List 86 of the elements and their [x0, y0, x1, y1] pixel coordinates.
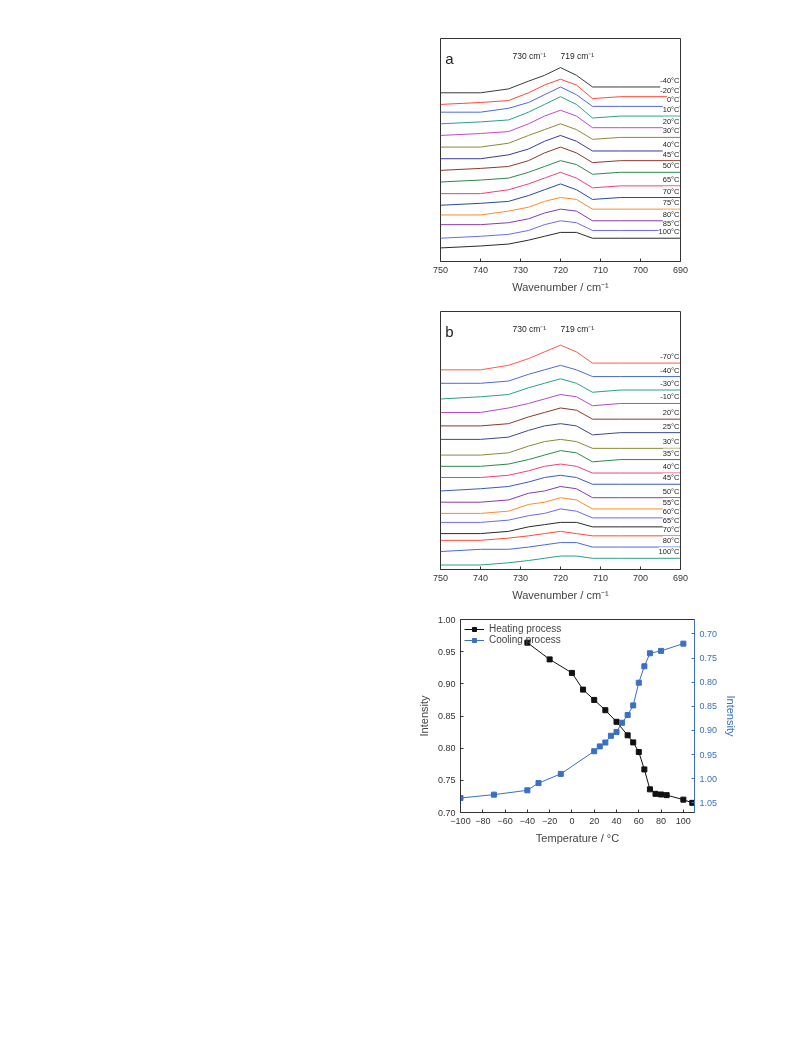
x-tick-label: 80 [656, 815, 667, 826]
x-tick-label: −40 [519, 815, 536, 826]
y-axis-title: Intensity [417, 695, 430, 737]
x-tick-label: 0 [569, 815, 575, 826]
x-tick-label: −100 [450, 815, 471, 826]
x-axis-title: Temperature / °C [535, 831, 620, 844]
point [613, 728, 620, 735]
point [596, 743, 603, 750]
point [652, 790, 659, 797]
x-tick-label: 700 [632, 572, 649, 583]
point [557, 770, 564, 777]
y2-tick-label: 0.75 [699, 653, 718, 664]
x-axis-title: Wavenumber / cm⁻¹ [512, 588, 610, 601]
point [689, 799, 695, 806]
x-tick-label: −60 [497, 815, 513, 826]
point [607, 732, 614, 739]
legend-label: Cooling process [489, 634, 561, 645]
point [635, 749, 642, 756]
y2-tick-label: 0.70 [699, 628, 718, 639]
y2-tick-label: 0.95 [699, 749, 718, 760]
point [602, 739, 609, 746]
y-tick-label: 0.70 [437, 807, 456, 818]
point [630, 739, 637, 746]
y2-tick-label: 1.00 [699, 773, 718, 784]
x-tick-label: 40 [611, 815, 622, 826]
point [624, 732, 631, 739]
y-tick-label: 0.85 [437, 711, 456, 721]
point [591, 748, 598, 755]
y-tick-label: 0.95 [437, 646, 456, 657]
x-tick-label: 730 [512, 572, 529, 583]
text: b [445, 322, 454, 340]
point [646, 786, 653, 793]
text: 730 cm⁻¹ [512, 323, 547, 334]
x-tick-label: 690 [672, 572, 689, 583]
x-tick-label: 690 [672, 264, 689, 275]
y2-tick-label: 0.80 [699, 677, 718, 688]
point [580, 686, 587, 693]
point [490, 791, 497, 798]
x-tick-label: 710 [592, 264, 609, 275]
point [630, 702, 637, 709]
x-tick-label: 730 [512, 264, 529, 275]
y-tick-label: 1.00 [437, 614, 456, 625]
point [680, 796, 687, 803]
y2-tick-label: 0.85 [699, 701, 718, 712]
point [591, 696, 598, 703]
point [546, 656, 553, 663]
x-tick-label: 100 [675, 815, 691, 826]
x-tick-label: 710 [592, 572, 609, 583]
x-tick-label: 750 [432, 572, 449, 583]
x-tick-label: −20 [542, 815, 558, 826]
x-tick-label: 740 [472, 572, 489, 583]
y2-tick-label: 1.05 [699, 797, 718, 808]
point [619, 719, 626, 726]
y-tick-label: 0.75 [437, 775, 456, 786]
x-axis-title: Wavenumber / cm⁻¹ [512, 280, 610, 293]
point [635, 679, 642, 686]
x-tick-label: 20 [589, 815, 600, 826]
point [613, 718, 620, 725]
point [641, 766, 648, 773]
text: 719 cm⁻¹ [560, 323, 595, 334]
text: 730 cm⁻¹ [512, 50, 547, 61]
point [641, 663, 648, 670]
y-tick-label: 0.80 [437, 743, 456, 754]
x-tick-label: −80 [475, 815, 491, 826]
point [568, 669, 575, 676]
point [524, 787, 531, 794]
x-tick-label: 740 [472, 264, 489, 275]
x-tick-label: 720 [552, 572, 569, 583]
legend-label: Heating process [489, 623, 562, 634]
point [680, 640, 687, 647]
point [646, 650, 653, 657]
x-tick-label: 750 [432, 264, 449, 275]
point [658, 647, 665, 654]
point [602, 707, 609, 714]
point [624, 712, 631, 719]
point [658, 791, 665, 798]
y2-axis-title: Intensity [725, 695, 738, 737]
point [535, 780, 542, 787]
text: a [445, 49, 455, 67]
y-tick-label: 0.90 [437, 678, 456, 689]
x-tick-label: 700 [632, 264, 649, 275]
point [663, 792, 670, 799]
x-tick-label: 720 [552, 264, 569, 275]
x-tick-label: 60 [633, 815, 644, 826]
text: 719 cm⁻¹ [560, 50, 595, 61]
y2-tick-label: 0.90 [699, 725, 718, 736]
